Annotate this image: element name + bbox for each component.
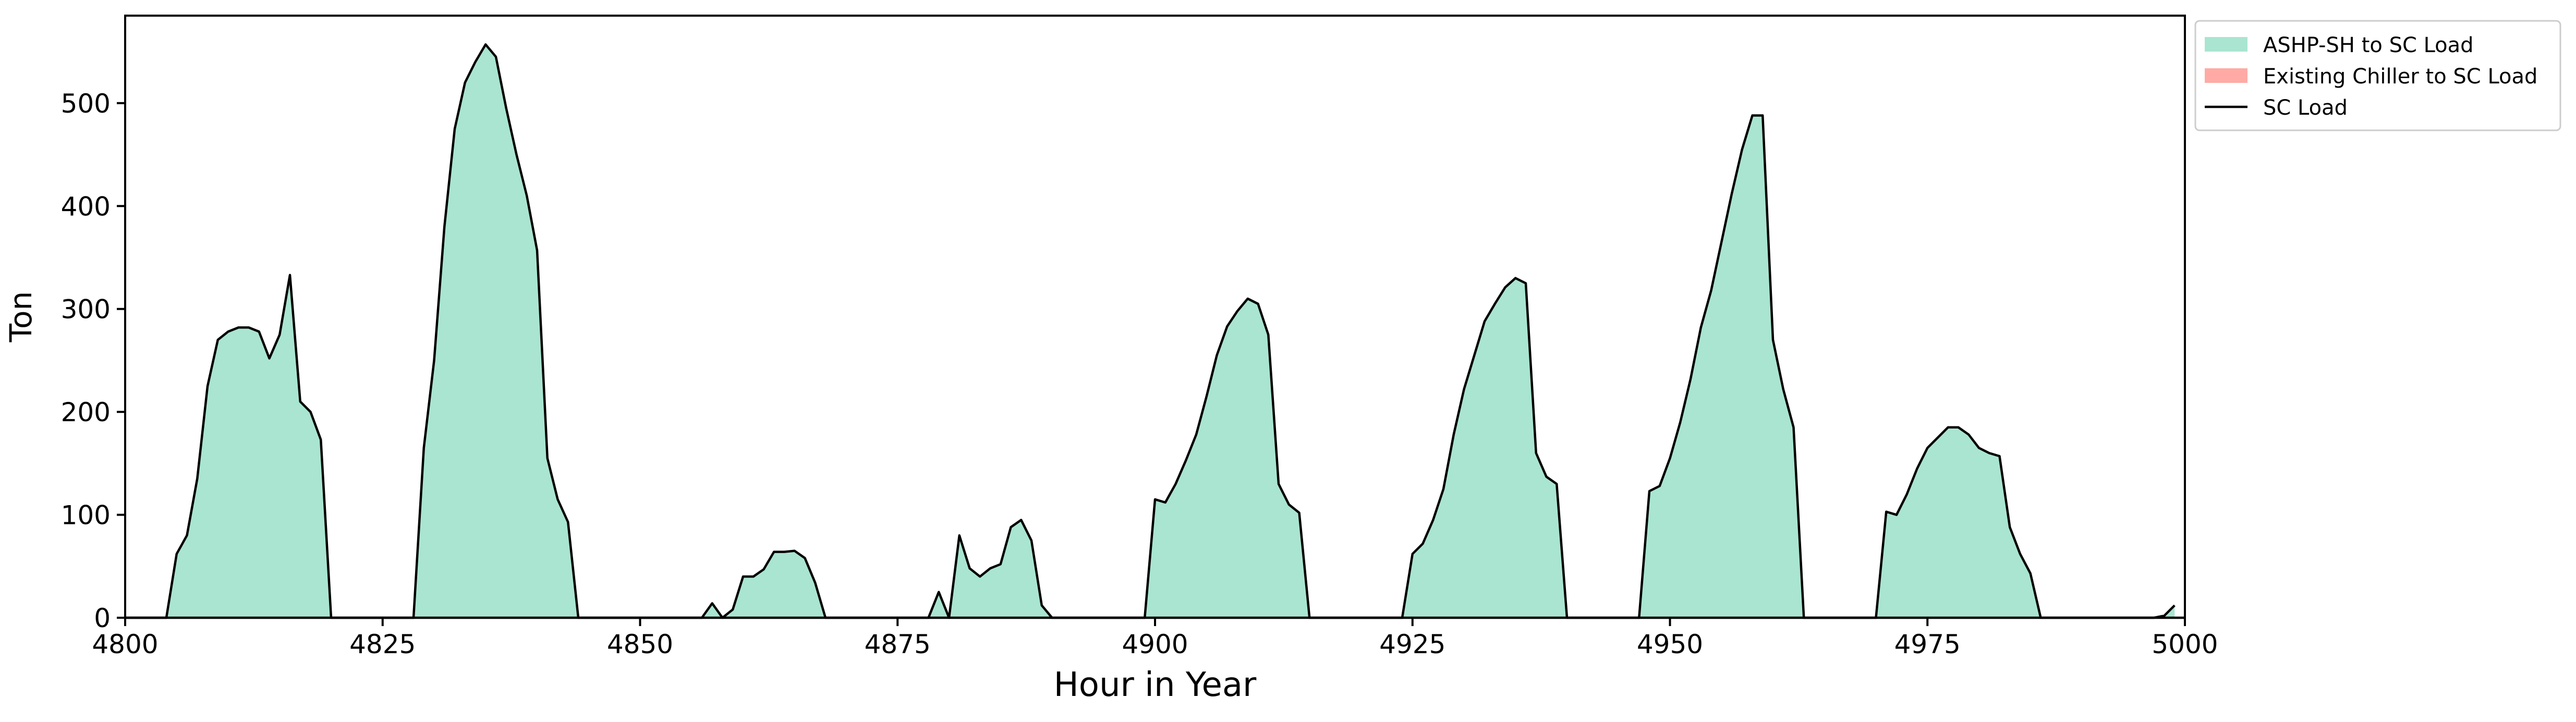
y-axis: 0 100 200 300 400 500 — [61, 89, 125, 633]
legend-items: ASHP-SH to SC Load Existing Chiller to SC… — [2205, 33, 2537, 120]
ashp-area — [125, 44, 2175, 618]
y-tick-label: 300 — [61, 295, 111, 325]
legend-label-sc-load: SC Load — [2263, 96, 2348, 120]
x-tick-label: 4950 — [1637, 629, 1703, 659]
x-tick-label: 4825 — [349, 629, 416, 659]
y-tick-label: 0 — [94, 603, 111, 633]
x-tick-label: 4925 — [1379, 629, 1445, 659]
x-tick-label: 4975 — [1894, 629, 1961, 659]
y-tick-label: 400 — [61, 191, 111, 222]
legend-swatch-ashp-sh-to-sc-load — [2205, 37, 2247, 52]
legend-swatch-existing-chiller-to-sc-load — [2205, 68, 2247, 83]
x-tick-label: 4800 — [92, 629, 158, 659]
y-axis-title: Ton — [3, 291, 39, 343]
y-tick-label: 100 — [61, 500, 111, 531]
legend: ASHP-SH to SC Load Existing Chiller to SC… — [2194, 20, 2561, 131]
y-tick-label: 200 — [61, 397, 111, 427]
x-axis-title: Hour in Year — [1054, 666, 1257, 704]
x-axis: 4800 4825 4850 4875 4900 4925 4950 4975 5000 — [92, 618, 2218, 659]
legend-label-existing-chiller-to-sc-load: Existing Chiller to SC Load — [2263, 65, 2537, 89]
legend-box — [2194, 20, 2561, 131]
y-tick-label: 500 — [61, 89, 111, 119]
x-tick-label: 4900 — [1122, 629, 1188, 659]
legend-label-ashp-sh-to-sc-load: ASHP-SH to SC Load — [2263, 33, 2474, 57]
x-tick-label: 5000 — [2152, 629, 2218, 659]
x-tick-label: 4850 — [607, 629, 673, 659]
x-tick-label: 4875 — [865, 629, 931, 659]
